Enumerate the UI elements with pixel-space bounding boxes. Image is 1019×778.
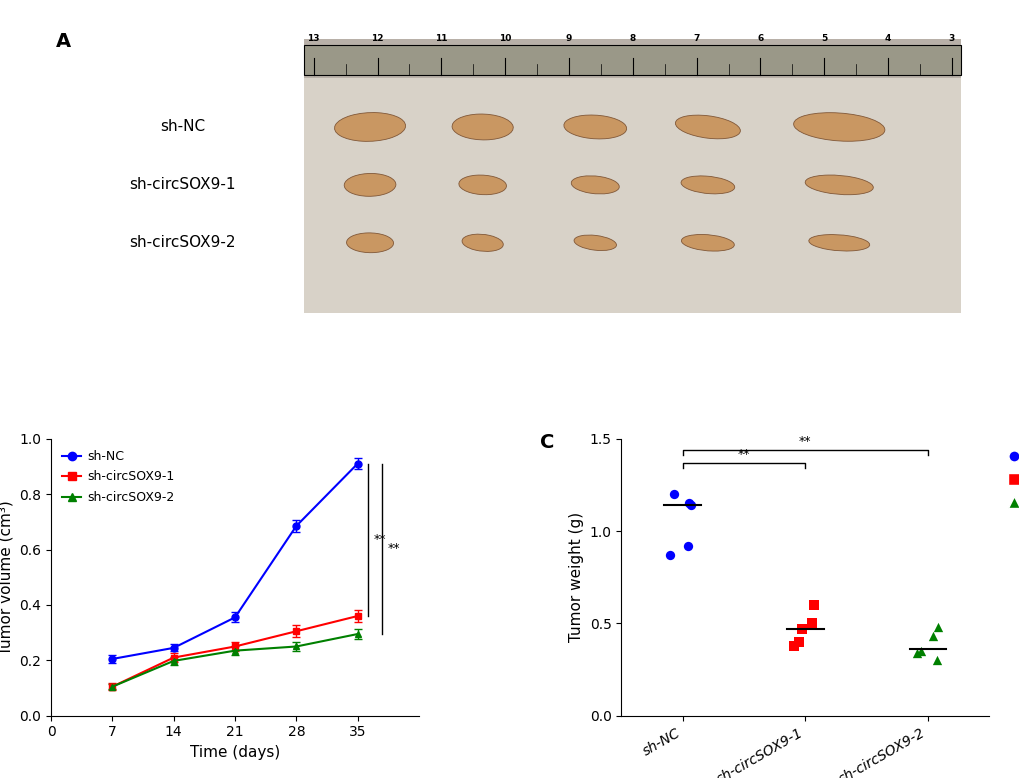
Ellipse shape — [564, 115, 626, 139]
Text: **: ** — [737, 448, 750, 461]
Y-axis label: Tumor weight (g): Tumor weight (g) — [569, 512, 584, 643]
Text: 12: 12 — [371, 34, 383, 43]
Text: 10: 10 — [498, 34, 511, 43]
Point — [924, 630, 941, 643]
Y-axis label: Tumor volume (cm³): Tumor volume (cm³) — [0, 499, 13, 654]
Ellipse shape — [459, 175, 506, 194]
Point — [680, 497, 696, 510]
Bar — [304, 39, 960, 313]
Ellipse shape — [804, 175, 872, 194]
Text: 9: 9 — [566, 34, 572, 43]
Text: 5: 5 — [820, 34, 826, 43]
Text: 13: 13 — [307, 34, 320, 43]
Text: 4: 4 — [884, 34, 891, 43]
Text: sh-NC: sh-NC — [160, 120, 205, 135]
Text: **: ** — [798, 435, 811, 448]
Legend: sh-NC, sh-circSOX9-1, sh-circSOX9-2: sh-NC, sh-circSOX9-1, sh-circSOX9-2 — [1002, 445, 1019, 514]
Bar — [304, 79, 960, 313]
Point — [793, 622, 809, 635]
Text: **: ** — [373, 533, 385, 546]
Bar — [304, 44, 960, 75]
Text: 3: 3 — [948, 34, 954, 43]
Ellipse shape — [571, 176, 619, 194]
Ellipse shape — [681, 176, 734, 194]
Ellipse shape — [343, 173, 395, 196]
Legend: sh-NC, sh-circSOX9-1, sh-circSOX9-2: sh-NC, sh-circSOX9-1, sh-circSOX9-2 — [57, 445, 179, 509]
Text: **: ** — [387, 542, 399, 555]
Text: sh-circSOX9-2: sh-circSOX9-2 — [129, 235, 235, 251]
Point — [679, 540, 695, 552]
Ellipse shape — [808, 235, 869, 251]
Ellipse shape — [334, 113, 406, 142]
Point — [661, 548, 678, 561]
Ellipse shape — [346, 233, 393, 253]
Text: 7: 7 — [693, 34, 699, 43]
Point — [805, 599, 821, 612]
Ellipse shape — [462, 234, 502, 251]
Point — [791, 636, 807, 648]
Text: 8: 8 — [629, 34, 635, 43]
Text: C: C — [540, 433, 554, 452]
Text: A: A — [56, 33, 70, 51]
Text: sh-circSOX9-1: sh-circSOX9-1 — [129, 177, 235, 192]
Point — [908, 647, 924, 659]
Ellipse shape — [793, 113, 884, 142]
X-axis label: Time (days): Time (days) — [190, 745, 280, 760]
Point — [803, 617, 819, 629]
Point — [665, 488, 682, 500]
Text: 11: 11 — [435, 34, 447, 43]
Text: 6: 6 — [756, 34, 763, 43]
Point — [912, 645, 928, 657]
Point — [927, 654, 944, 667]
Ellipse shape — [675, 115, 740, 138]
Point — [683, 499, 699, 511]
Ellipse shape — [451, 114, 513, 140]
Ellipse shape — [681, 234, 734, 251]
Point — [786, 640, 802, 652]
Point — [928, 621, 945, 633]
Ellipse shape — [574, 235, 615, 251]
